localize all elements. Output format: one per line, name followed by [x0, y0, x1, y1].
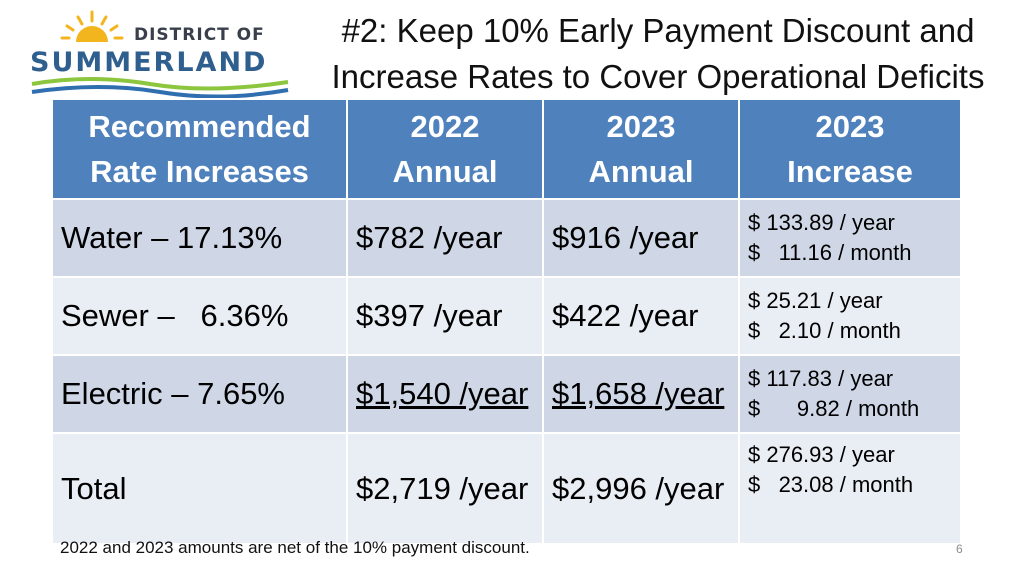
title-line-2: Increase Rates to Cover Operational Defi… [331, 58, 985, 95]
row-label-text: Electric – 7.65% [61, 376, 285, 411]
row-label-text: Water – 17.13% [61, 220, 283, 255]
header-line: 2023 [815, 109, 885, 144]
cell-2023: $2,996 /year [542, 432, 740, 545]
cell-2023: $422 /year [542, 276, 740, 356]
increase-year: $ 25.21 / year [748, 288, 883, 313]
logo-summerland-text: SUMMERLAND [30, 47, 268, 78]
wave-icon [31, 77, 289, 98]
table-row-electric: Electric – 7.65% $1,540 /year $1,658 /ye… [51, 354, 962, 434]
cell-increase: $ 276.93 / year $ 23.08 / month [738, 432, 962, 545]
increase-month: $ 23.08 / month [748, 472, 914, 497]
cell-2023: $916 /year [542, 198, 740, 278]
header-line: 2022 [410, 109, 480, 144]
header-line: Annual [588, 154, 694, 189]
row-label-text: Total [61, 470, 127, 506]
header-recommended: Recommended Rate Increases [51, 98, 348, 200]
row-label-text: Sewer – 6.36% [61, 298, 289, 333]
header-2023-annual: 2023 Annual [542, 98, 740, 200]
table-row-water: Water – 17.13% $782 /year $916 /year $ 1… [51, 198, 962, 278]
district-logo: DISTRICT OF SUMMERLAND [30, 8, 292, 100]
page-number: 6 [956, 542, 963, 556]
table-row-sewer: Sewer – 6.36% $397 /year $422 /year $ 25… [51, 276, 962, 356]
increase-year: $ 276.93 / year [748, 442, 895, 467]
logo-district-text: DISTRICT OF [134, 25, 265, 45]
header-line: Rate Increases [90, 154, 309, 189]
cell-2023-text: $1,658 /year [552, 376, 725, 411]
table-header-row: Recommended Rate Increases 2022 Annual 2… [51, 98, 962, 200]
cell-increase: $ 117.83 / year $ 9.82 / month [738, 354, 962, 434]
cell-2022: $782 /year [346, 198, 544, 278]
increase-month: $ 2.10 / month [748, 318, 901, 343]
increase-year: $ 133.89 / year [748, 210, 895, 235]
slide-title: #2: Keep 10% Early Payment Discount and … [300, 8, 1016, 100]
cell-increase: $ 133.89 / year $ 11.16 / month [738, 198, 962, 278]
cell-2023: $1,658 /year [542, 354, 740, 434]
cell-2022: $1,540 /year [346, 354, 544, 434]
table-row-total: Total $2,719 /year $2,996 /year $ 276.93… [51, 432, 962, 545]
footnote: 2022 and 2023 amounts are net of the 10%… [60, 538, 530, 557]
header-line: Annual [392, 154, 498, 189]
row-label: Total [51, 432, 348, 545]
cell-2022: $397 /year [346, 276, 544, 356]
header-line: Recommended [88, 109, 311, 144]
cell-2022: $2,719 /year [346, 432, 544, 545]
increase-year: $ 117.83 / year [748, 366, 894, 391]
header-line: 2023 [606, 109, 676, 144]
row-label: Water – 17.13% [51, 198, 348, 278]
title-line-1: #2: Keep 10% Early Payment Discount and [341, 12, 975, 49]
cell-increase: $ 25.21 / year $ 2.10 / month [738, 276, 962, 356]
row-label: Electric – 7.65% [51, 354, 348, 434]
header-2023-increase: 2023 Increase [738, 98, 962, 200]
rates-table: Recommended Rate Increases 2022 Annual 2… [51, 98, 962, 545]
header-line: Increase [787, 154, 913, 189]
row-label: Sewer – 6.36% [51, 276, 348, 356]
cell-2022-text: $1,540 /year [356, 376, 529, 411]
sun-icon [60, 10, 124, 42]
increase-month: $ 9.82 / month [748, 396, 920, 421]
header-2022-annual: 2022 Annual [346, 98, 544, 200]
increase-month: $ 11.16 / month [748, 240, 912, 265]
